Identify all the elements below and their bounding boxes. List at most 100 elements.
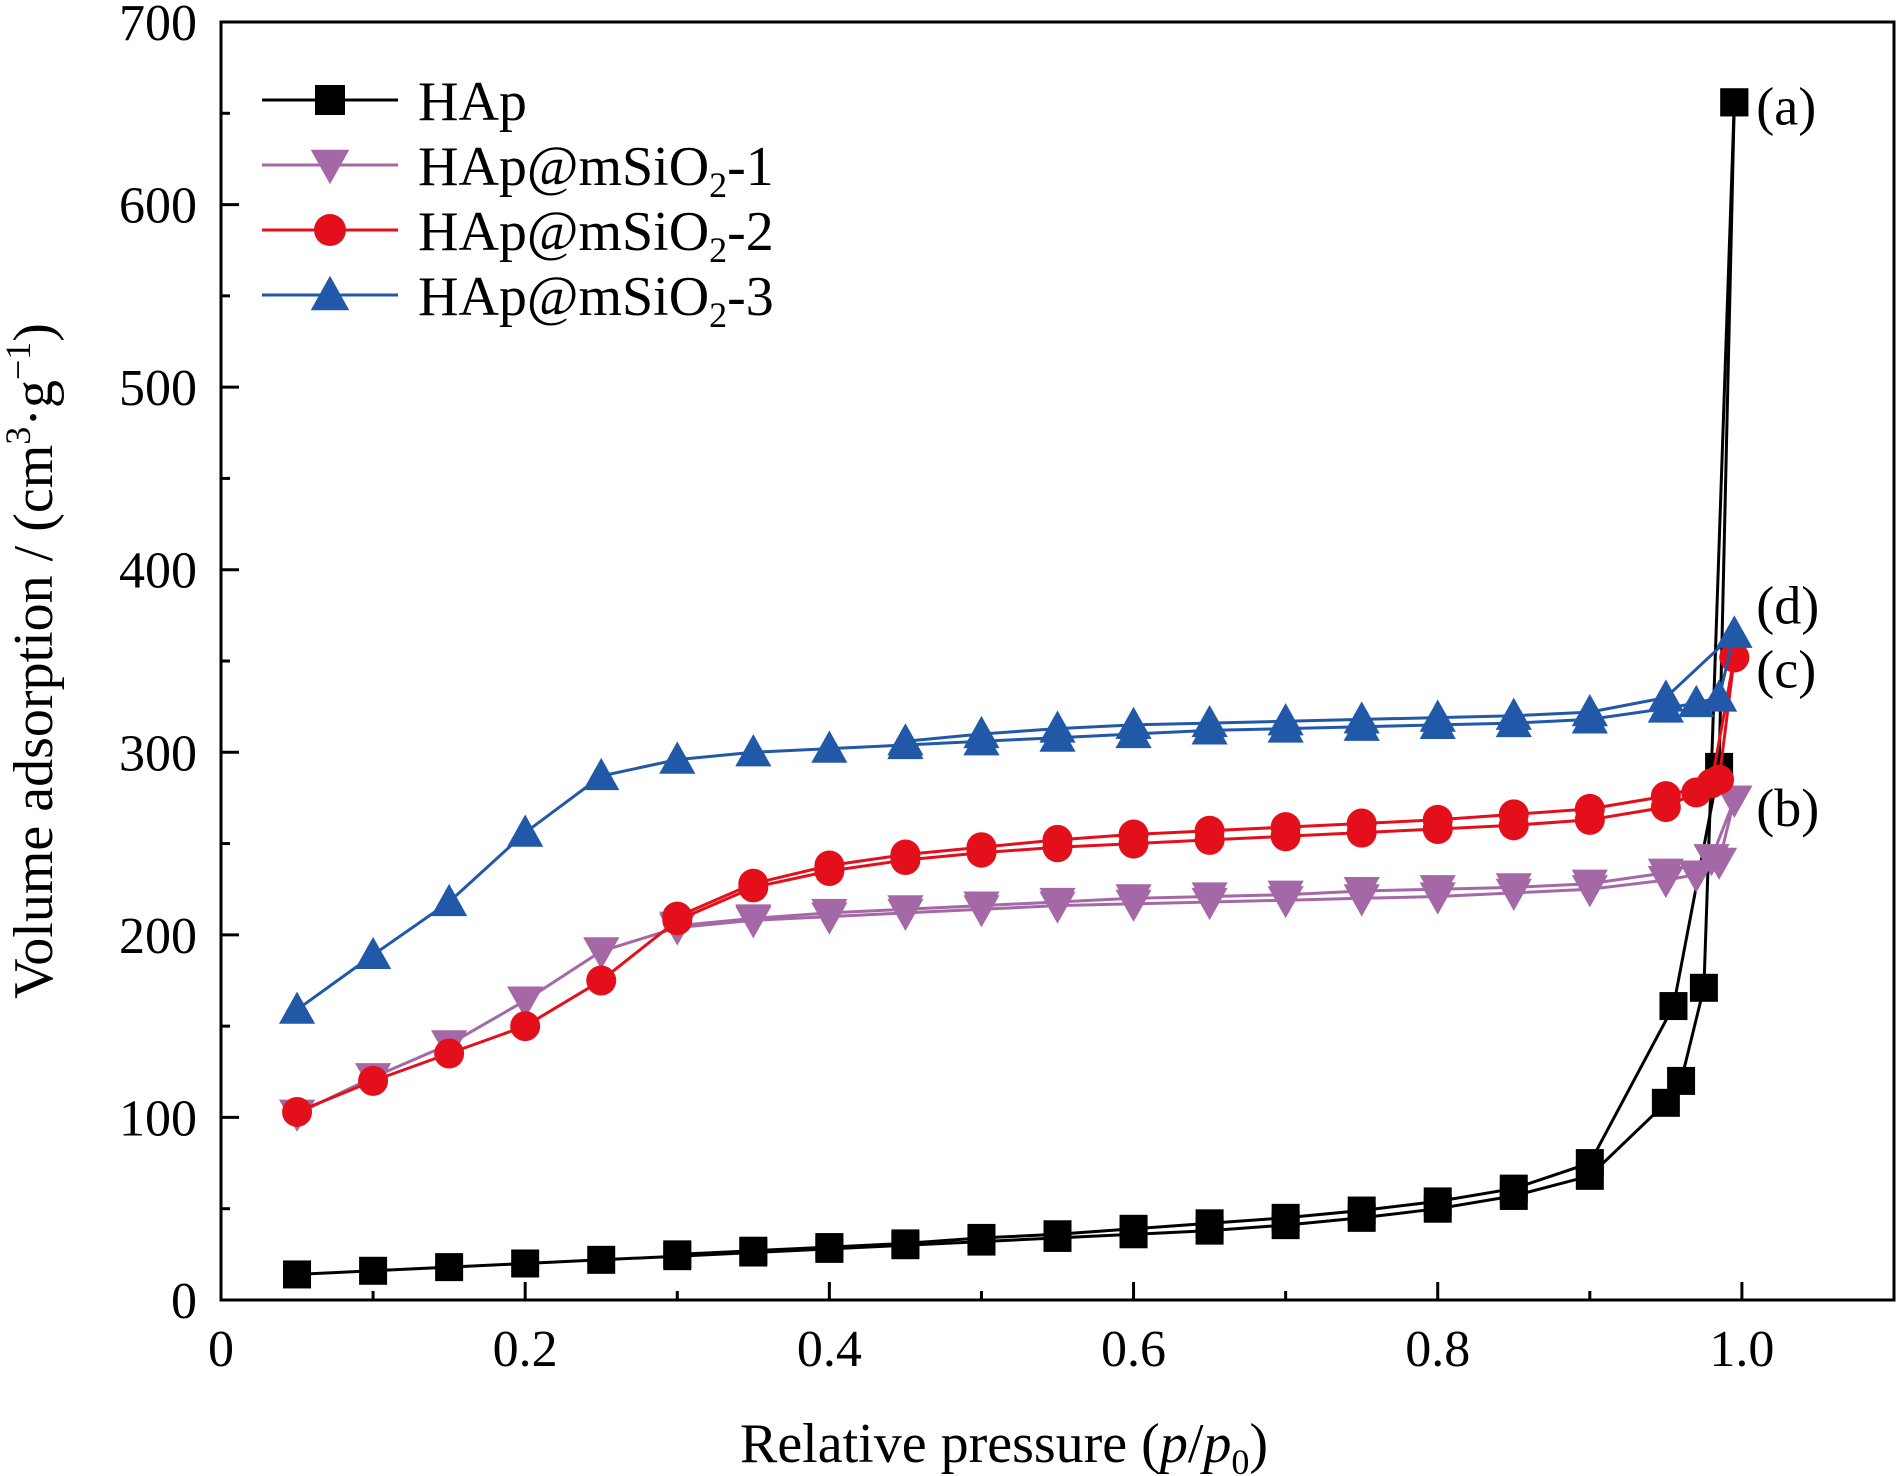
desorption-line bbox=[677, 799, 1736, 928]
legend-entry: HAp bbox=[262, 71, 527, 133]
data-point bbox=[1422, 804, 1453, 835]
data-point bbox=[1720, 88, 1749, 117]
data-point bbox=[1195, 1209, 1224, 1238]
data-point bbox=[890, 839, 921, 870]
data-point bbox=[814, 850, 845, 881]
x-tick-label: 0.6 bbox=[1101, 1321, 1166, 1378]
data-point bbox=[891, 1229, 920, 1258]
data-point bbox=[1667, 1066, 1696, 1095]
data-point bbox=[1191, 882, 1228, 915]
data-point bbox=[1118, 819, 1149, 850]
data-point bbox=[811, 898, 848, 932]
data-point bbox=[1571, 869, 1608, 902]
y-tick-label: 100 bbox=[119, 1090, 197, 1147]
x-tick-label: 0.4 bbox=[797, 1321, 862, 1378]
data-point bbox=[511, 1249, 540, 1278]
data-point bbox=[887, 895, 924, 928]
data-point bbox=[1499, 1174, 1528, 1203]
data-point bbox=[1575, 1149, 1604, 1178]
data-point bbox=[815, 1233, 844, 1262]
data-point bbox=[1270, 812, 1301, 843]
data-point bbox=[354, 936, 392, 970]
data-point bbox=[1495, 697, 1532, 730]
data-point bbox=[507, 986, 544, 1019]
data-point bbox=[1043, 1220, 1072, 1249]
data-point bbox=[1647, 858, 1684, 891]
data-point bbox=[507, 814, 544, 847]
data-point bbox=[1115, 884, 1152, 917]
y-tick-label: 700 bbox=[119, 0, 197, 52]
data-point bbox=[1696, 768, 1727, 799]
axes: 0 0.2 0.4 0.6 0.8 1.0 0 100 200 300 400 500 600 700 bbox=[119, 0, 1896, 1378]
data-point bbox=[1716, 785, 1753, 818]
data-point bbox=[1647, 679, 1684, 712]
data-point bbox=[1498, 799, 1529, 830]
series-3 bbox=[282, 642, 1750, 1127]
series-4 bbox=[278, 615, 1753, 1024]
data-point bbox=[431, 883, 468, 917]
data-point bbox=[434, 1038, 465, 1069]
legend-marker bbox=[310, 275, 350, 311]
data-point bbox=[1650, 781, 1681, 812]
adsorption-line bbox=[296, 102, 1736, 1276]
desorption-line bbox=[905, 632, 1736, 743]
y-axis-title: Volume adsorption / (cm3·g−1) bbox=[0, 323, 65, 999]
annotations: (a) (b) (c)(d) bbox=[1756, 76, 1819, 837]
legend-marker bbox=[314, 214, 346, 246]
data-point bbox=[283, 1260, 312, 1289]
series-layer bbox=[278, 88, 1753, 1289]
curve-label: (a) bbox=[1756, 76, 1816, 136]
data-point bbox=[1571, 694, 1608, 727]
data-point bbox=[1700, 679, 1738, 712]
adsorption-line bbox=[296, 799, 1736, 1116]
legend-entry: HAp@mSiO2-1 bbox=[262, 136, 774, 205]
data-point bbox=[963, 891, 1000, 924]
desorption-line bbox=[676, 657, 1736, 918]
curve-label: (d) bbox=[1756, 576, 1819, 636]
curve-label: (c) bbox=[1756, 639, 1816, 699]
x-tick-label: 0.8 bbox=[1405, 1321, 1470, 1378]
x-axis-title: Relative pressure (p/p0) bbox=[740, 1413, 1268, 1476]
data-point bbox=[963, 715, 1000, 749]
curve-label: (b) bbox=[1756, 778, 1819, 838]
x-tick-label: 1.0 bbox=[1709, 1321, 1774, 1378]
data-point bbox=[1343, 701, 1380, 734]
data-point bbox=[1039, 710, 1076, 743]
data-point bbox=[358, 1065, 389, 1096]
data-point bbox=[735, 734, 772, 767]
data-point bbox=[663, 1240, 692, 1269]
data-point bbox=[1191, 704, 1228, 738]
data-point bbox=[1267, 703, 1304, 736]
y-tick-label: 200 bbox=[119, 908, 197, 965]
data-point bbox=[967, 1223, 996, 1252]
data-point bbox=[586, 965, 617, 996]
data-point bbox=[1659, 992, 1688, 1021]
x-tick-label: 0.2 bbox=[493, 1321, 558, 1378]
legend-marker bbox=[315, 85, 345, 115]
data-point bbox=[1347, 1196, 1376, 1225]
series-1 bbox=[283, 88, 1749, 1289]
adsorption-line bbox=[296, 657, 1736, 1114]
legend-entry: HAp@mSiO2-2 bbox=[262, 201, 774, 270]
data-point bbox=[739, 1236, 768, 1265]
data-point bbox=[583, 757, 620, 791]
data-point bbox=[1267, 880, 1304, 913]
data-point bbox=[811, 730, 848, 763]
data-point bbox=[359, 1256, 388, 1285]
data-point bbox=[1574, 793, 1605, 824]
data-point bbox=[1119, 1214, 1148, 1243]
y-tick-label: 500 bbox=[119, 360, 197, 417]
data-point bbox=[278, 991, 316, 1024]
y-tick-label: 600 bbox=[119, 178, 197, 235]
legend-label: HAp@mSiO2-3 bbox=[418, 266, 774, 335]
legend-label: HAp@mSiO2-2 bbox=[418, 201, 774, 270]
data-point bbox=[1678, 860, 1715, 893]
legend-marker bbox=[310, 149, 350, 185]
data-point bbox=[1042, 824, 1073, 855]
data-point bbox=[1693, 844, 1730, 877]
data-point bbox=[659, 741, 696, 774]
legend-label: HAp@mSiO2-1 bbox=[418, 136, 774, 205]
data-point bbox=[1689, 973, 1718, 1002]
data-point bbox=[587, 1245, 616, 1274]
